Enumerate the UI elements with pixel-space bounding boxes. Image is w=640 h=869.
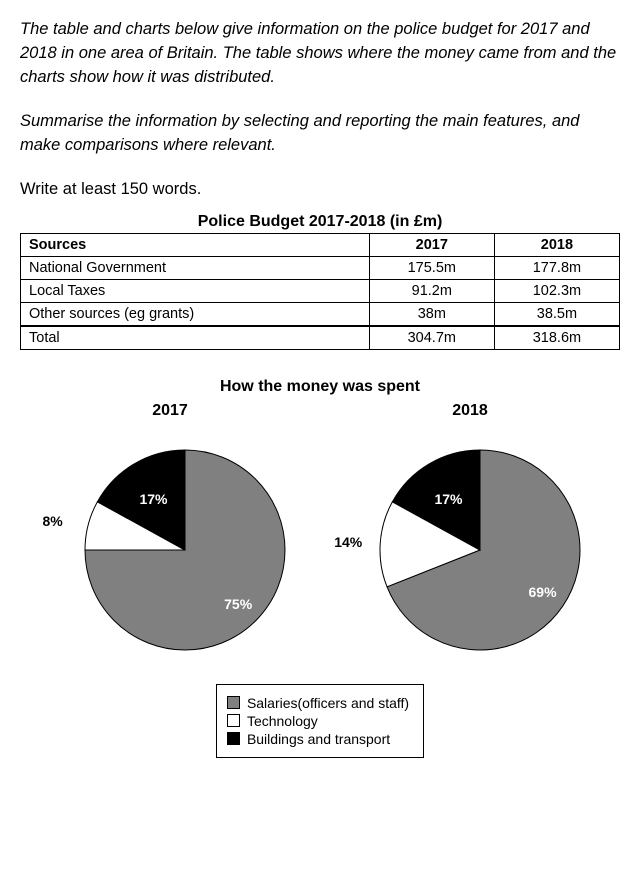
- col-2018: 2018: [494, 233, 619, 256]
- legend-label: Salaries(officers and staff): [247, 695, 409, 711]
- intro-para-2: Summarise the information by selecting a…: [20, 110, 620, 158]
- table-cell: 175.5m: [369, 256, 494, 279]
- charts-row: 2017 75%8%17% 2018 69%14%17%: [20, 402, 620, 670]
- table-header-row: Sources 2017 2018: [21, 233, 620, 256]
- pie-svg: [340, 430, 600, 670]
- legend-label: Technology: [247, 713, 318, 729]
- table-total-row: Total304.7m318.6m: [21, 326, 620, 350]
- col-sources: Sources: [21, 233, 370, 256]
- legend-row-salaries: Salaries(officers and staff): [227, 695, 409, 711]
- legend-swatch-technology: [227, 714, 240, 727]
- table-cell: 38m: [369, 302, 494, 326]
- pie-label-technology: 14%: [334, 534, 362, 550]
- pie-label-buildings: 17%: [139, 491, 167, 507]
- chart-year-2018: 2018: [340, 402, 600, 420]
- legend-box: Salaries(officers and staff) Technology Bu…: [216, 684, 424, 758]
- intro-para-1: The table and charts below give informat…: [20, 18, 620, 90]
- pie-label-salaries: 75%: [224, 596, 252, 612]
- pie-2018-wrap: 69%14%17%: [340, 430, 600, 670]
- legend-row-technology: Technology: [227, 713, 409, 729]
- intro-block: The table and charts below give informat…: [20, 18, 620, 158]
- table-cell: 318.6m: [494, 326, 619, 350]
- legend-swatch-buildings: [227, 732, 240, 745]
- table-cell: 102.3m: [494, 279, 619, 302]
- table-cell: 38.5m: [494, 302, 619, 326]
- table-cell: 177.8m: [494, 256, 619, 279]
- col-2017: 2017: [369, 233, 494, 256]
- table-cell: Local Taxes: [21, 279, 370, 302]
- legend-swatch-salaries: [227, 696, 240, 709]
- chart-2018: 2018 69%14%17%: [340, 402, 600, 670]
- table-cell: 304.7m: [369, 326, 494, 350]
- table-row: Local Taxes91.2m102.3m: [21, 279, 620, 302]
- legend-label: Buildings and transport: [247, 731, 390, 747]
- table-cell: 91.2m: [369, 279, 494, 302]
- table-cell: Other sources (eg grants): [21, 302, 370, 326]
- chart-2017: 2017 75% 8% 17%: [40, 402, 300, 670]
- pie-2017-wrap: 75% 8% 17%: [40, 430, 300, 670]
- budget-table: Sources 2017 2018 National Government175…: [20, 233, 620, 350]
- chart-year-2017: 2017: [40, 402, 300, 420]
- write-instruction: Write at least 150 words.: [20, 180, 620, 199]
- table-row: Other sources (eg grants)38m38.5m: [21, 302, 620, 326]
- table-title: Police Budget 2017-2018 (in £m): [20, 213, 620, 231]
- pie-label-technology: 8%: [43, 513, 63, 529]
- legend-row-buildings: Buildings and transport: [227, 731, 409, 747]
- pie-label-salaries: 69%: [529, 584, 557, 600]
- table-cell: Total: [21, 326, 370, 350]
- table-cell: National Government: [21, 256, 370, 279]
- pie-label-buildings: 17%: [434, 491, 462, 507]
- pie-svg: [40, 430, 300, 670]
- charts-title: How the money was spent: [20, 378, 620, 396]
- table-row: National Government175.5m177.8m: [21, 256, 620, 279]
- table-body: National Government175.5m177.8mLocal Tax…: [21, 256, 620, 349]
